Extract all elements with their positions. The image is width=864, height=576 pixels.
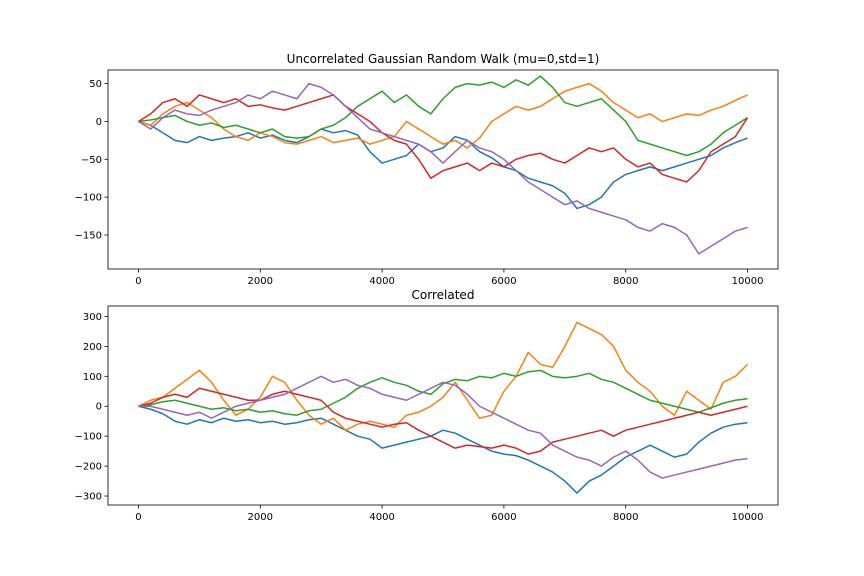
top-y-tick-label: −150 [75, 230, 102, 241]
bottom-ticks-layer: 0 2000 4000 6000 8000 10000 300 200 100 0 −100 −200… [75, 312, 764, 523]
top-series-line-4 [138, 94, 749, 183]
bottom-chart-title: Correlated [412, 288, 475, 302]
top-y-tick-label: −100 [75, 193, 102, 204]
top-series-line-3 [138, 75, 748, 157]
bottom-series-line-2 [138, 321, 749, 431]
bottom-y-tick-label: −100 [75, 432, 102, 443]
bottom-y-tick-label: 0 [96, 402, 102, 413]
top-x-tick-label: 8000 [613, 276, 638, 287]
bottom-axes-frame [107, 305, 779, 506]
bottom-x-tick-label: 2000 [248, 512, 273, 523]
bottom-series-line-3 [138, 369, 748, 416]
bottom-x-tick-label: 4000 [369, 512, 394, 523]
bottom-y-tick-label: 300 [83, 312, 102, 323]
top-series-layer [138, 75, 749, 255]
bottom-y-tick-label: −300 [75, 492, 102, 503]
bottom-y-tick-label: −200 [75, 462, 102, 473]
top-series-line-2 [138, 82, 748, 149]
bottom-series-line-4 [138, 387, 748, 455]
bottom-x-tick-label: 6000 [491, 512, 516, 523]
axes-top: Uncorrelated Gaussian Random Walk (mu=0,… [75, 52, 779, 287]
top-x-tick-label: 2000 [248, 276, 273, 287]
top-y-tick-label: −50 [81, 155, 102, 166]
top-series-line-5 [138, 82, 748, 255]
bottom-x-tick-label: 0 [135, 512, 141, 523]
axes-bottom: Correlated 0 2000 4000 6000 8000 10000 300 200 1… [75, 288, 779, 523]
top-axes-frame [107, 69, 779, 270]
top-x-tick-label: 6000 [491, 276, 516, 287]
top-x-tick-label: 0 [135, 276, 141, 287]
top-y-tick-label: 50 [89, 79, 102, 90]
bottom-x-tick-label: 10000 [732, 512, 764, 523]
bottom-y-tick-label: 200 [83, 342, 102, 353]
top-x-tick-label: 4000 [369, 276, 394, 287]
top-y-tick-label: 0 [96, 117, 102, 128]
bottom-x-tick-label: 8000 [613, 512, 638, 523]
bottom-series-layer [138, 321, 749, 494]
bottom-series-line-1 [138, 405, 748, 494]
top-series-line-1 [138, 120, 748, 210]
top-x-tick-label: 10000 [732, 276, 764, 287]
bottom-y-tick-label: 100 [83, 372, 102, 383]
top-chart-title: Uncorrelated Gaussian Random Walk (mu=0,… [287, 52, 600, 66]
top-ticks-layer: 0 2000 4000 6000 8000 10000 50 0 −50 −100 −150 [75, 79, 764, 287]
bottom-series-line-5 [138, 375, 748, 479]
